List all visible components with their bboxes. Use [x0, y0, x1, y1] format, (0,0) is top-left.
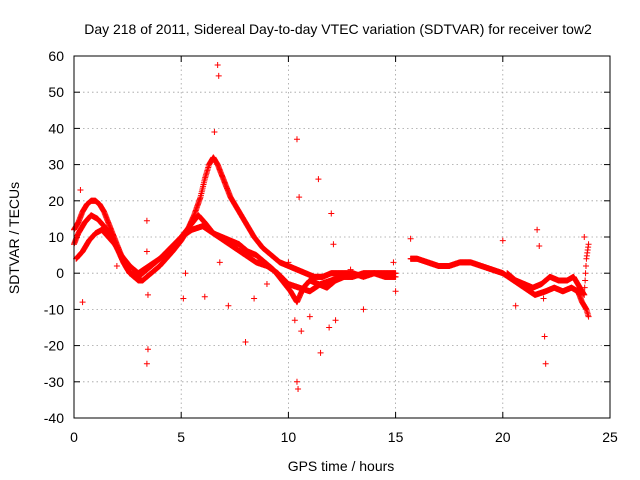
- y-tick-label: 40: [48, 120, 64, 136]
- data-point: [144, 346, 151, 353]
- grid-layer: [74, 56, 610, 418]
- x-tick-label: 15: [388, 429, 404, 445]
- data-point: [315, 176, 322, 183]
- data-point: [201, 293, 208, 300]
- data-point: [215, 72, 222, 79]
- data-point: [225, 302, 232, 309]
- data-point: [77, 186, 84, 193]
- data-point: [143, 217, 150, 224]
- series-band-E: [504, 241, 592, 298]
- data-point: [214, 62, 221, 69]
- data-point: [296, 194, 303, 201]
- data-point: [143, 248, 150, 255]
- data-point: [293, 136, 300, 143]
- data-point: [298, 328, 305, 335]
- data-point: [326, 324, 333, 331]
- data-point: [541, 333, 548, 340]
- data-point: [291, 317, 298, 324]
- x-tick-label: 10: [281, 429, 297, 445]
- data-point: [585, 241, 592, 248]
- y-tick-label: 0: [56, 265, 64, 281]
- data-point: [536, 243, 543, 250]
- x-tick-label: 0: [70, 429, 78, 445]
- data-point: [263, 281, 270, 288]
- data-point: [143, 360, 150, 367]
- tick-label-layer: 0 5 10 15 20 25 -40 -30 -20 -10 0 10 20 30 40 50 60: [44, 48, 618, 445]
- data-point: [581, 234, 588, 240]
- data-point: [392, 273, 399, 280]
- data-point: [216, 259, 223, 266]
- data-point: [582, 270, 589, 277]
- data-point: [295, 386, 302, 393]
- y-tick-label: 60: [48, 48, 64, 64]
- data-point: [144, 291, 151, 298]
- data-point: [180, 295, 187, 302]
- data-point: [540, 295, 547, 302]
- data-point: [285, 259, 292, 266]
- data-point: [582, 277, 589, 284]
- data-points-layer: [71, 62, 592, 393]
- x-tick-label: 5: [177, 429, 185, 445]
- data-point: [534, 226, 541, 233]
- y-tick-label: 20: [48, 193, 64, 209]
- y-tick-label: -30: [44, 374, 64, 390]
- data-point: [330, 241, 337, 248]
- data-point: [349, 270, 356, 277]
- y-tick-label: -20: [44, 338, 64, 354]
- data-point: [542, 360, 549, 367]
- y-tick-label: -10: [44, 301, 64, 317]
- data-point: [328, 210, 335, 217]
- data-point: [581, 284, 588, 291]
- y-axis-label: SDTVAR / TECUs: [6, 182, 22, 294]
- data-point: [251, 295, 258, 302]
- data-point: [242, 338, 249, 345]
- x-tick-label: 20: [495, 429, 511, 445]
- data-point: [392, 288, 399, 295]
- data-point: [306, 313, 313, 320]
- data-point: [332, 317, 339, 324]
- data-point: [390, 259, 397, 266]
- y-tick-label: 10: [48, 229, 64, 245]
- series-outliers: [77, 62, 588, 393]
- data-point: [581, 291, 588, 298]
- data-point: [317, 349, 324, 356]
- data-point: [582, 262, 589, 269]
- data-point: [211, 129, 218, 136]
- data-point: [585, 313, 592, 320]
- series-band-C: [73, 223, 356, 295]
- data-point: [113, 262, 120, 269]
- data-point: [182, 270, 189, 277]
- data-point: [499, 237, 506, 244]
- x-axis-label: GPS time / hours: [288, 458, 395, 474]
- data-point: [407, 235, 414, 242]
- data-point: [293, 378, 300, 385]
- data-point: [512, 302, 519, 309]
- x-tick-label: 25: [602, 429, 618, 445]
- data-point: [360, 306, 367, 313]
- y-tick-label: -40: [44, 410, 64, 426]
- chart-title: Day 218 of 2011, Sidereal Day-to-day VTE…: [84, 21, 592, 37]
- data-point: [79, 299, 86, 306]
- plot-frame: [73, 55, 611, 419]
- y-tick-label: 30: [48, 157, 64, 173]
- data-point: [347, 266, 354, 273]
- y-tick-label: 50: [48, 84, 64, 100]
